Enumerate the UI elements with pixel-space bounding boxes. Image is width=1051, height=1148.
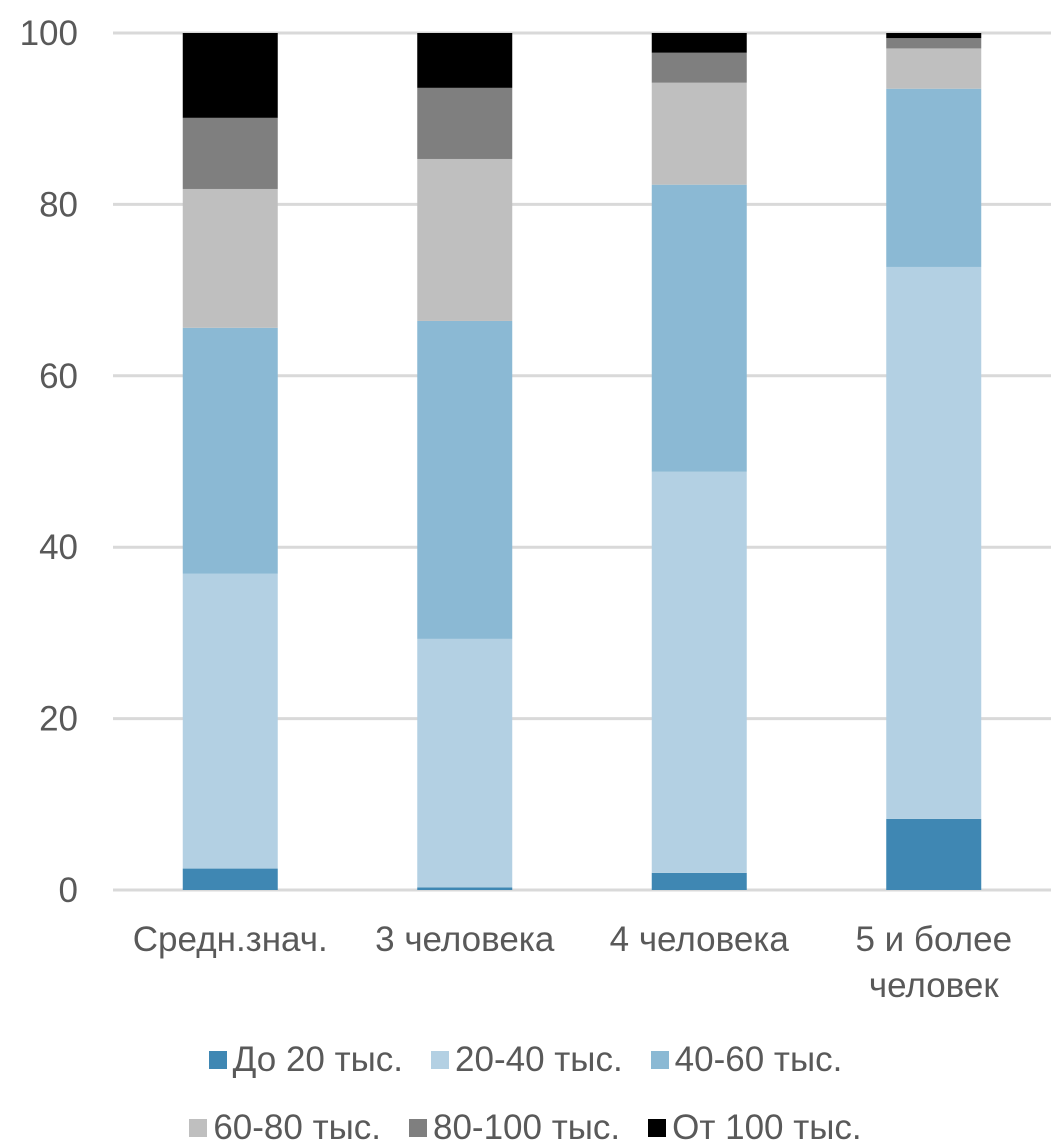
legend-item-1: 20-40 тыс. xyxy=(431,1040,623,1080)
bar-segment-2-0 xyxy=(651,872,747,890)
legend-item-3: 60-80 тыс. xyxy=(189,1108,381,1148)
bar-segment-3-0 xyxy=(886,818,982,890)
legend-row-2: 60-80 тыс. 80-100 тыс. От 100 тыс. xyxy=(0,1108,1051,1148)
bar-segment-1-5 xyxy=(417,33,513,88)
bar-segment-1-0 xyxy=(417,887,513,890)
bar-segment-2-5 xyxy=(651,33,747,53)
legend-swatch-0 xyxy=(208,1051,227,1069)
legend-swatch-3 xyxy=(189,1119,208,1137)
bar-segment-3-1 xyxy=(886,266,982,819)
legend-label-0: До 20 тыс. xyxy=(232,1040,404,1079)
legend-swatch-1 xyxy=(431,1051,450,1069)
bar-segment-1-4 xyxy=(417,87,513,159)
bar-segment-2-2 xyxy=(651,184,747,472)
legend-item-0: До 20 тыс. xyxy=(208,1040,404,1080)
legend-row-1: До 20 тыс. 20-40 тыс. 40-60 тыс. xyxy=(0,1040,1051,1080)
y-tick-label-100: 100 xyxy=(20,14,78,53)
bar-segment-2-4 xyxy=(651,52,747,83)
bar-segment-0-0 xyxy=(182,868,278,890)
y-tick-label-60: 60 xyxy=(39,357,78,396)
legend-swatch-4 xyxy=(409,1119,427,1137)
legend-label-1: 20-40 тыс. xyxy=(455,1040,623,1079)
legend-item-5: От 100 тыс. xyxy=(648,1108,862,1148)
legend-swatch-5 xyxy=(648,1119,667,1137)
x-axis-labels: Средн.знач. 3 человека 4 человека 5 и более… xyxy=(133,920,1012,1005)
bars xyxy=(182,33,982,890)
bar-segment-0-3 xyxy=(182,188,278,328)
bar-segment-1-2 xyxy=(417,320,513,639)
x-category-label-1: 3 человека xyxy=(375,920,555,959)
legend-item-2: 40-60 тыс. xyxy=(650,1040,843,1080)
stacked-bar-chart: 0 20 40 60 80 100 Средн.знач. 3 человека 4 чело… xyxy=(20,14,1051,1005)
bar-segment-3-5 xyxy=(886,33,982,39)
x-category-label-3-line-1: человек xyxy=(869,966,999,1005)
legend-swatch-2 xyxy=(650,1051,669,1069)
bar-segment-2-3 xyxy=(651,82,747,185)
legend-label-2: 40-60 тыс. xyxy=(674,1040,843,1079)
bar-segment-3-4 xyxy=(886,38,982,49)
bar-segment-1-3 xyxy=(417,158,513,321)
y-tick-label-80: 80 xyxy=(39,185,78,224)
legend-label-5: От 100 тыс. xyxy=(672,1108,862,1147)
y-tick-label-40: 40 xyxy=(39,528,78,567)
legend-item-4: 80-100 тыс. xyxy=(409,1108,620,1148)
x-category-label-3-line-0: 5 и более xyxy=(855,920,1012,959)
y-tick-label-0: 0 xyxy=(59,871,78,910)
bar-segment-0-2 xyxy=(182,327,278,574)
bar-segment-1-1 xyxy=(417,638,513,888)
y-axis-ticks: 0 20 40 60 80 100 xyxy=(20,14,78,910)
bar-segment-3-2 xyxy=(886,88,982,267)
bar-segment-0-4 xyxy=(182,117,278,189)
bar-segment-2-1 xyxy=(651,471,747,873)
bar-segment-0-5 xyxy=(182,33,278,118)
bar-segment-3-3 xyxy=(886,48,982,89)
x-category-label-2: 4 человека xyxy=(610,920,790,959)
bar-segment-0-1 xyxy=(182,573,278,869)
x-category-label-0: Средн.знач. xyxy=(133,920,328,959)
legend-label-3: 60-80 тыс. xyxy=(213,1108,381,1147)
legend-label-4: 80-100 тыс. xyxy=(433,1108,621,1147)
y-tick-label-20: 20 xyxy=(39,700,78,739)
